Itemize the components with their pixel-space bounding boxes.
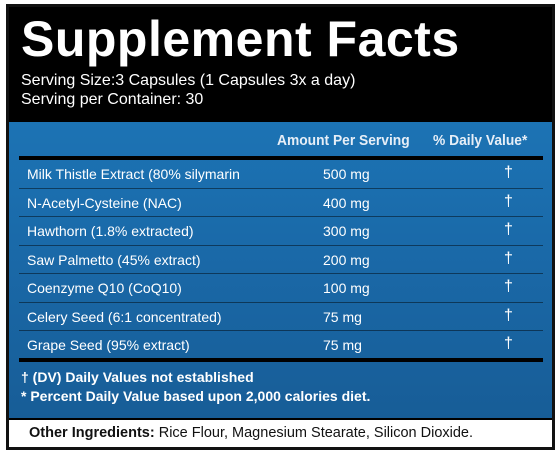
ingredient-name: Coenzyme Q10 (CoQ10) — [27, 280, 182, 296]
table-row: Hawthorn (1.8% extracted) 300 mg † — [19, 217, 543, 246]
table-row: Saw Palmetto (45% extract) 200 mg † — [19, 246, 543, 274]
divider-bottom — [19, 358, 543, 362]
other-ingredients: Other Ingredients: Rice Flour, Magnesium… — [9, 420, 552, 447]
dagger-mark: † — [504, 221, 513, 238]
table-row: N-Acetyl-Cysteine (NAC) 400 mg † — [19, 189, 543, 217]
column-header-amount: Amount Per Serving — [277, 132, 410, 149]
ingredient-name: N-Acetyl-Cysteine (NAC) — [27, 194, 182, 211]
other-ingredients-value: Rice Flour, Magnesium Stearate, Silicon … — [154, 425, 474, 441]
calorie-footnote: * Percent Daily Value based upon 2,000 c… — [21, 388, 371, 404]
ingredient-amount: 100 mg — [323, 280, 370, 296]
table-row: Celery Seed (6:1 concentrated) 75 mg † — [19, 303, 543, 331]
supplement-facts-label: Supplement Facts Serving Size:3 Capsules… — [6, 4, 555, 450]
divider-top — [19, 156, 543, 160]
serving-size: Serving Size:3 Capsules (1 Capsules 3x a… — [21, 72, 356, 89]
ingredient-amount: 200 mg — [323, 251, 370, 268]
dagger-mark: † — [504, 249, 513, 267]
table-row: Grape Seed (95% extract) 75 mg † — [19, 331, 543, 360]
ingredient-amount: 400 mg — [323, 194, 370, 211]
nutrient-panel: Amount Per Serving % Daily Value* Milk T… — [9, 122, 552, 418]
servings-per-container: Serving per Container: 30 — [21, 91, 204, 108]
ingredient-table: Milk Thistle Extract (80% silymarin 500 … — [19, 160, 543, 360]
other-ingredients-label: Other Ingredients: — [29, 425, 155, 441]
dagger-mark: † — [504, 335, 513, 352]
daily-value-footnote: † (DV) Daily Values not established — [21, 369, 254, 385]
label-header: Supplement Facts Serving Size:3 Capsules… — [9, 7, 552, 122]
dagger-mark: † — [504, 278, 513, 295]
ingredient-amount: 75 mg — [323, 308, 362, 325]
dagger-mark: † — [504, 306, 513, 324]
other-ingredients-text: Other Ingredients: Rice Flour, Magnesium… — [29, 425, 473, 441]
ingredient-amount: 500 mg — [323, 166, 370, 182]
table-row: Milk Thistle Extract (80% silymarin 500 … — [19, 160, 543, 189]
ingredient-amount: 300 mg — [323, 223, 370, 239]
ingredient-name: Saw Palmetto (45% extract) — [27, 251, 201, 268]
ingredient-name: Grape Seed (95% extract) — [27, 337, 190, 353]
dagger-mark: † — [504, 164, 513, 181]
column-header-daily-value: % Daily Value* — [433, 132, 528, 149]
label-title: Supplement Facts — [21, 11, 460, 67]
ingredient-name: Milk Thistle Extract (80% silymarin — [27, 166, 240, 182]
ingredient-name: Celery Seed (6:1 concentrated) — [27, 308, 222, 325]
table-row: Coenzyme Q10 (CoQ10) 100 mg † — [19, 274, 543, 303]
dagger-mark: † — [504, 192, 513, 210]
ingredient-amount: 75 mg — [323, 337, 362, 353]
ingredient-name: Hawthorn (1.8% extracted) — [27, 223, 194, 239]
